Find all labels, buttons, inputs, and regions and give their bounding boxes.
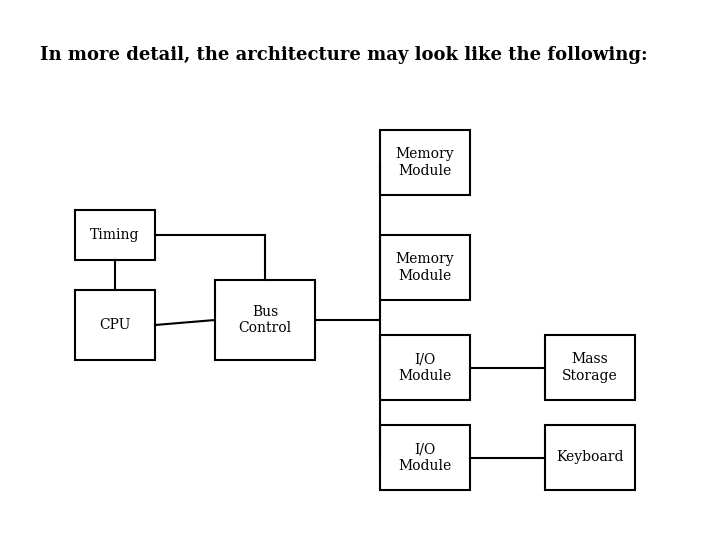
Text: Bus
Control: Bus Control xyxy=(238,305,292,335)
Text: Keyboard: Keyboard xyxy=(557,450,624,464)
Text: Timing: Timing xyxy=(90,228,140,242)
Text: In more detail, the architecture may look like the following:: In more detail, the architecture may loo… xyxy=(40,46,647,64)
Bar xyxy=(545,425,635,490)
Bar xyxy=(380,130,470,195)
Bar xyxy=(380,425,470,490)
Bar xyxy=(545,335,635,400)
Bar xyxy=(75,210,155,260)
Text: Memory
Module: Memory Module xyxy=(396,147,454,178)
Text: CPU: CPU xyxy=(99,318,131,332)
Text: I/O
Module: I/O Module xyxy=(398,353,451,383)
Bar xyxy=(380,335,470,400)
Bar xyxy=(215,280,315,360)
Text: Mass
Storage: Mass Storage xyxy=(562,353,618,383)
Text: I/O
Module: I/O Module xyxy=(398,442,451,472)
Bar xyxy=(380,235,470,300)
Bar xyxy=(75,290,155,360)
Text: Memory
Module: Memory Module xyxy=(396,252,454,282)
